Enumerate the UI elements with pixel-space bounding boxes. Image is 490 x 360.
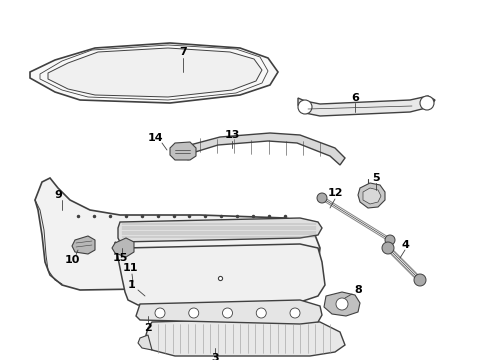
Circle shape — [420, 96, 434, 110]
Text: 10: 10 — [64, 255, 80, 265]
Text: 15: 15 — [112, 253, 128, 263]
Circle shape — [414, 274, 426, 286]
Polygon shape — [363, 188, 381, 204]
Circle shape — [317, 193, 327, 203]
Circle shape — [298, 100, 312, 114]
Circle shape — [256, 308, 266, 318]
Polygon shape — [48, 48, 262, 97]
Circle shape — [189, 308, 199, 318]
Text: 7: 7 — [179, 47, 187, 57]
Text: 8: 8 — [354, 285, 362, 295]
Text: 5: 5 — [372, 173, 380, 183]
Circle shape — [385, 235, 395, 245]
Circle shape — [336, 298, 348, 310]
Text: 1: 1 — [128, 280, 136, 290]
Circle shape — [222, 308, 232, 318]
Polygon shape — [144, 318, 345, 356]
Polygon shape — [324, 292, 360, 316]
Polygon shape — [115, 242, 325, 305]
Text: 14: 14 — [147, 133, 163, 143]
Text: 2: 2 — [144, 323, 152, 333]
Polygon shape — [30, 43, 278, 103]
Polygon shape — [72, 236, 95, 254]
Polygon shape — [170, 142, 196, 160]
Circle shape — [155, 308, 165, 318]
Polygon shape — [298, 96, 435, 116]
Text: 13: 13 — [224, 130, 240, 140]
Polygon shape — [112, 238, 134, 257]
Text: 3: 3 — [211, 353, 219, 360]
Circle shape — [382, 242, 394, 254]
Polygon shape — [138, 335, 152, 350]
Text: 4: 4 — [401, 240, 409, 250]
Circle shape — [290, 308, 300, 318]
Text: 11: 11 — [122, 263, 138, 273]
Text: 9: 9 — [54, 190, 62, 200]
Text: 12: 12 — [327, 188, 343, 198]
Text: 6: 6 — [351, 93, 359, 103]
Polygon shape — [358, 183, 385, 208]
Polygon shape — [35, 178, 320, 290]
Polygon shape — [118, 218, 322, 242]
Polygon shape — [136, 300, 322, 324]
Polygon shape — [185, 133, 345, 165]
